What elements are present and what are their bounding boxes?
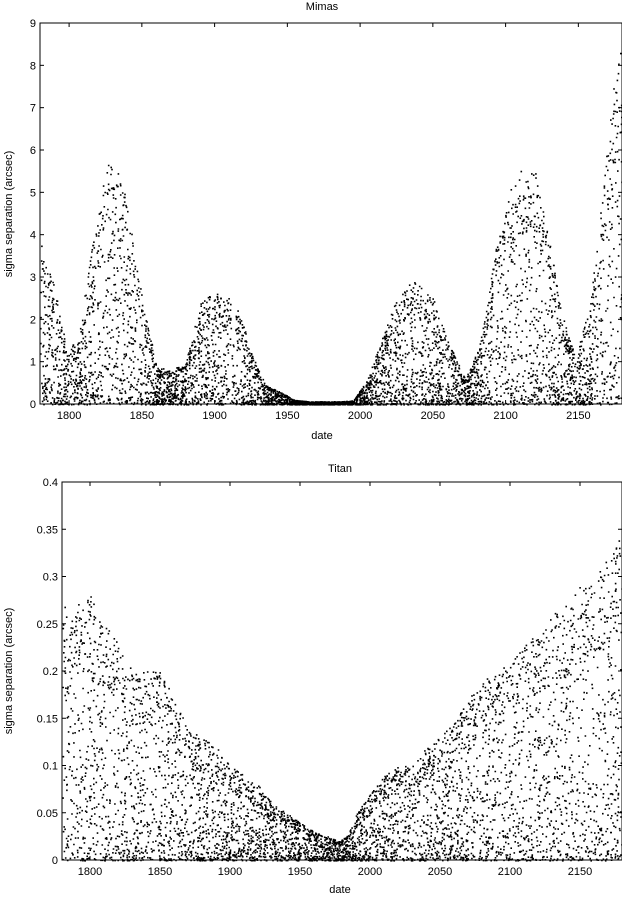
titan-y-ticks: 0 0.05 0.1 0.15 0.2 0.25 0.3 0.35 0.4 (37, 477, 622, 867)
mimas-x-ticks: 1800 1850 1900 1950 2000 2050 2100 2150 (57, 23, 591, 422)
mimas-y-tick-label: 0 (30, 399, 36, 411)
mimas-x-tick-label: 2050 (421, 410, 445, 422)
titan-x-tick-label: 2050 (428, 866, 452, 878)
titan-y-tick-label: 0.4 (43, 477, 58, 489)
titan-x-tick-label: 2100 (498, 866, 522, 878)
mimas-x-tick-label: 2150 (566, 410, 590, 422)
titan-y-tick-label: 0 (52, 855, 58, 867)
titan-x-axis-label: date (329, 884, 350, 896)
mimas-x-tick-label: 2000 (348, 410, 372, 422)
mimas-y-tick-label: 2 (30, 314, 36, 326)
titan-y-tick-label: 0.35 (37, 524, 58, 536)
mimas-x-tick-label: 1950 (275, 410, 299, 422)
titan-panel: Titan 0 0.05 0.1 0.15 0.2 0.25 0.3 0.35 0.4 1800… (3, 463, 622, 896)
mimas-y-tick-label: 9 (30, 18, 36, 30)
mimas-x-tick-label: 1900 (202, 410, 226, 422)
titan-scatter-points (62, 524, 622, 862)
mimas-x-tick-label: 1800 (57, 410, 81, 422)
titan-x-tick-label: 1950 (288, 866, 312, 878)
mimas-y-tick-label: 7 (30, 103, 36, 115)
titan-x-tick-label: 1900 (218, 866, 242, 878)
titan-x-tick-label: 1800 (78, 866, 102, 878)
mimas-x-tick-label: 2100 (493, 410, 517, 422)
titan-y-tick-label: 0.05 (37, 808, 58, 820)
titan-y-tick-label: 0.3 (43, 572, 58, 584)
titan-x-ticks: 1800 1850 1900 1950 2000 2050 2100 2150 (78, 482, 592, 878)
titan-y-tick-label: 0.25 (37, 619, 58, 631)
titan-y-tick-label: 0.2 (43, 666, 58, 678)
mimas-panel: Mimas 0 1 2 3 4 5 6 7 8 9 1800 1850 1900 1950 2000 205… (3, 1, 622, 442)
titan-y-axis-label: sigma separation (arcsec) (3, 608, 15, 735)
titan-x-tick-label: 2000 (358, 866, 382, 878)
mimas-y-tick-label: 1 (30, 357, 36, 369)
titan-y-tick-label: 0.15 (37, 713, 58, 725)
mimas-y-axis-label: sigma separation (arcsec) (3, 151, 15, 278)
mimas-title: Mimas (306, 1, 339, 13)
titan-x-tick-label: 1850 (148, 866, 172, 878)
titan-y-tick-label: 0.1 (43, 761, 58, 773)
mimas-y-tick-label: 3 (30, 272, 36, 284)
mimas-y-tick-label: 4 (30, 230, 36, 242)
mimas-x-axis-label: date (311, 430, 332, 442)
titan-x-tick-label: 2150 (568, 866, 592, 878)
titan-data-points (62, 524, 622, 862)
mimas-y-tick-label: 8 (30, 60, 36, 72)
mimas-y-tick-label: 6 (30, 145, 36, 157)
mimas-y-ticks: 0 1 2 3 4 5 6 7 8 9 (30, 18, 622, 411)
titan-title: Titan (328, 463, 352, 475)
mimas-plot-frame (39, 22, 622, 405)
mimas-x-tick-label: 1850 (130, 410, 154, 422)
mimas-y-tick-label: 5 (30, 187, 36, 199)
